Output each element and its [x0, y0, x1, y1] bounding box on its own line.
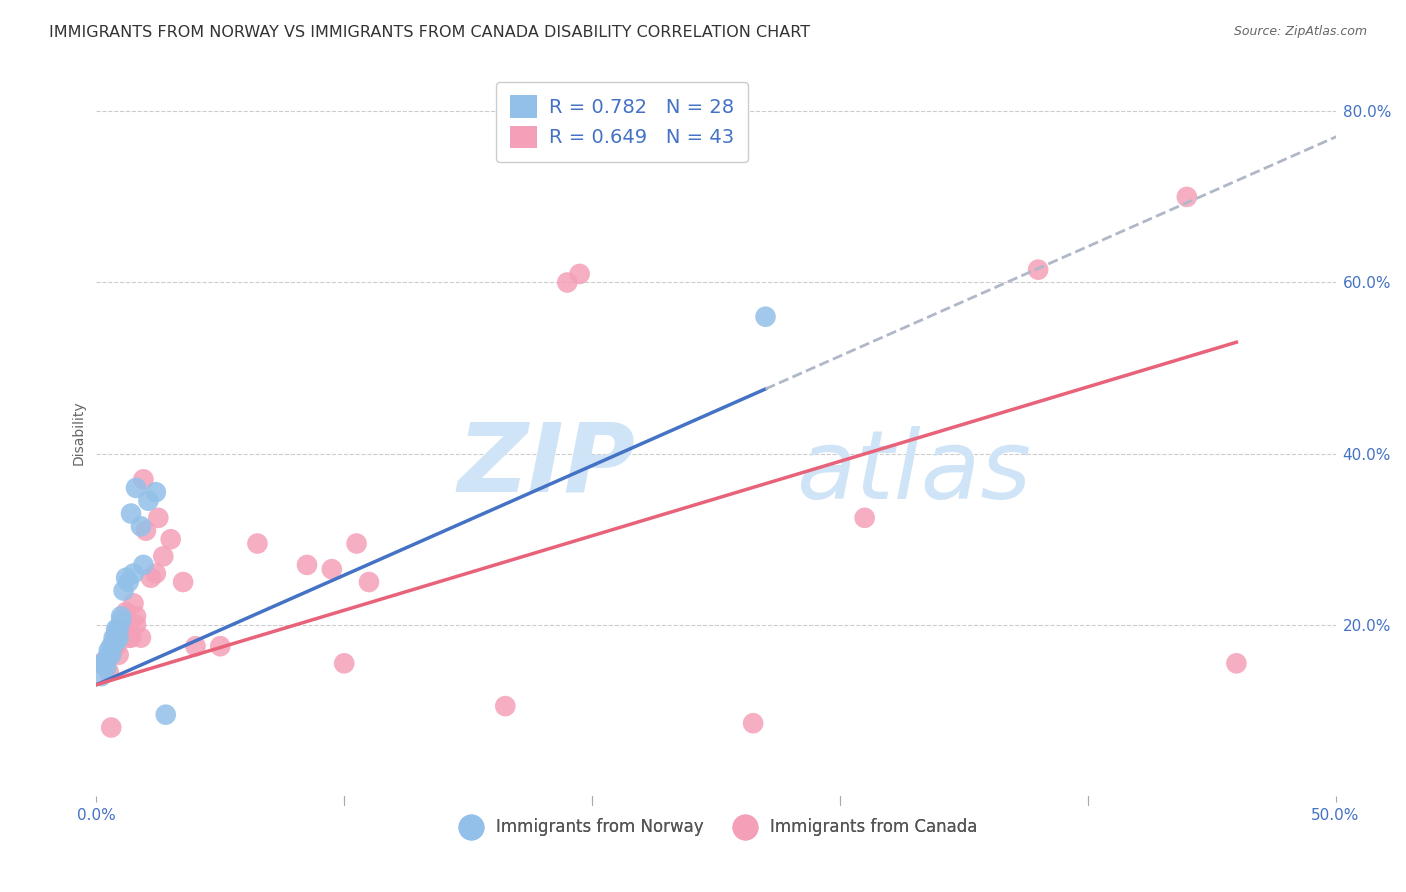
Point [105, 622, 128, 636]
Point [138, 493, 160, 508]
Text: Source: ZipAtlas.com: Source: ZipAtlas.com [1233, 25, 1367, 38]
Point [96, 660, 118, 674]
Point [105, 635, 128, 649]
Point [132, 472, 155, 486]
Point [754, 310, 776, 324]
Point [100, 648, 122, 662]
Point [155, 707, 177, 722]
Point [1026, 262, 1049, 277]
Point [90, 657, 112, 671]
Point [96, 652, 118, 666]
Point [112, 626, 135, 640]
Text: ZIP: ZIP [457, 418, 636, 511]
Point [110, 614, 132, 628]
Point [568, 267, 591, 281]
Point [97, 665, 120, 679]
Point [145, 485, 167, 500]
Point [145, 566, 167, 581]
Point [120, 631, 142, 645]
Point [246, 536, 269, 550]
Point [139, 571, 162, 585]
Point [117, 631, 139, 645]
Point [100, 721, 122, 735]
Legend: Immigrants from Norway, Immigrants from Canada: Immigrants from Norway, Immigrants from … [447, 811, 984, 842]
Point [357, 574, 380, 589]
Point [100, 639, 122, 653]
Text: atlas: atlas [797, 425, 1032, 519]
Point [110, 631, 132, 645]
Point [853, 511, 876, 525]
Point [110, 609, 132, 624]
Point [115, 605, 138, 619]
Point [333, 657, 356, 671]
Point [125, 481, 148, 495]
Point [105, 626, 128, 640]
Point [321, 562, 343, 576]
Point [103, 631, 125, 645]
Point [103, 639, 125, 653]
Point [129, 631, 152, 645]
Point [184, 639, 207, 653]
Point [125, 609, 148, 624]
Point [112, 583, 135, 598]
Point [742, 716, 765, 731]
Point [117, 574, 139, 589]
Point [110, 617, 132, 632]
Point [97, 643, 120, 657]
Point [122, 596, 145, 610]
Point [172, 574, 194, 589]
Point [125, 617, 148, 632]
Point [103, 635, 125, 649]
Point [209, 639, 232, 653]
Point [152, 549, 174, 564]
Point [120, 507, 142, 521]
Point [1225, 657, 1247, 671]
Point [494, 699, 516, 714]
Text: IMMIGRANTS FROM NORWAY VS IMMIGRANTS FROM CANADA DISABILITY CORRELATION CHART: IMMIGRANTS FROM NORWAY VS IMMIGRANTS FRO… [49, 25, 810, 40]
Point [346, 536, 368, 550]
Point [107, 648, 129, 662]
Point [115, 571, 138, 585]
Point [159, 533, 181, 547]
Point [1175, 190, 1198, 204]
Point [117, 617, 139, 632]
Point [135, 524, 157, 538]
Point [122, 566, 145, 581]
Point [295, 558, 318, 572]
Point [107, 622, 129, 636]
Y-axis label: Disability: Disability [72, 400, 86, 465]
Point [107, 631, 129, 645]
Point [129, 519, 152, 533]
Point [105, 639, 128, 653]
Point [96, 660, 118, 674]
Point [97, 648, 120, 662]
Point [148, 511, 170, 525]
Point [90, 669, 112, 683]
Point [555, 276, 578, 290]
Point [132, 558, 155, 572]
Point [93, 657, 115, 671]
